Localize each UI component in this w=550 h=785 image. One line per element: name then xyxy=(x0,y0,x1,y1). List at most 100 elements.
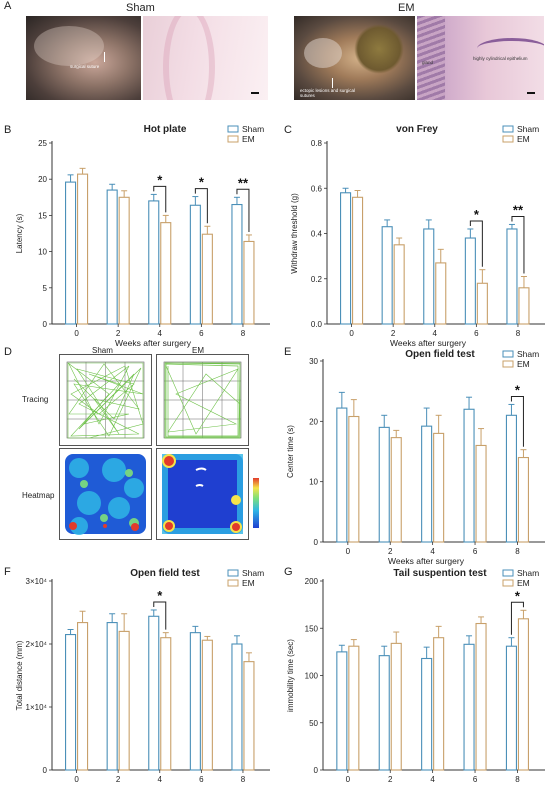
y-tick-label: 1×10⁴ xyxy=(26,703,48,712)
bar-em xyxy=(160,222,172,325)
bar-em xyxy=(390,437,402,543)
significance-marker: * xyxy=(157,588,163,603)
bar-sham xyxy=(106,189,118,325)
bar-sham xyxy=(336,407,348,543)
y-tick-label: 0.6 xyxy=(311,184,323,193)
bar-em xyxy=(118,196,130,325)
y-tick-label: 0.8 xyxy=(311,139,323,148)
x-tick-label: 6 xyxy=(199,329,204,338)
bar-em xyxy=(118,630,130,771)
legend-swatch-sham xyxy=(502,350,514,358)
legend-label-sham: Sham xyxy=(517,568,539,578)
x-tick-label: 0 xyxy=(74,775,79,784)
legend-label-em: EM xyxy=(517,134,530,144)
y-axis-label: Center time (s) xyxy=(286,425,295,478)
tail-suspension-chart: Tail suspention test 0 50 100 150 200 immobili… xyxy=(286,568,545,785)
chart-title: von Frey xyxy=(396,124,438,135)
legend-label-em: EM xyxy=(242,134,255,144)
x-axis-label: Weeks after surgery xyxy=(390,338,467,348)
legend-label-em: EM xyxy=(517,359,530,369)
bar-em xyxy=(77,622,89,771)
bar-sham xyxy=(421,425,433,543)
heatmap-row-label: Heatmap xyxy=(22,491,55,500)
y-axis-label: Total distance (mm) xyxy=(15,640,24,710)
x-tick-label: 2 xyxy=(116,329,121,338)
x-tick-label: 0 xyxy=(346,547,351,556)
y-tick-label: 10 xyxy=(38,248,47,257)
bar-em xyxy=(201,639,213,771)
bar-em xyxy=(201,233,213,325)
x-tick-label: 8 xyxy=(515,547,520,556)
y-tick-label: 0 xyxy=(43,320,48,329)
open-field-tracing-em xyxy=(156,354,249,446)
panel-a-sham-label: Sham xyxy=(126,2,155,14)
sham-histology-image xyxy=(143,16,268,100)
chart-title: Hot plate xyxy=(144,124,187,135)
tracing-row-label: Tracing xyxy=(22,395,49,404)
bar-em xyxy=(77,173,89,325)
legend-label-sham: Sham xyxy=(242,124,264,134)
x-tick-label: 0 xyxy=(349,329,354,338)
bar-sham xyxy=(378,426,390,543)
significance-marker: ** xyxy=(238,175,249,190)
significance-bracket xyxy=(153,185,167,213)
bar-em xyxy=(433,637,445,771)
x-tick-label: 0 xyxy=(74,329,79,338)
bar-sham xyxy=(506,228,518,325)
x-tick-label: 2 xyxy=(391,329,396,338)
x-tick-label: 8 xyxy=(515,775,520,784)
y-tick-label: 2×10⁴ xyxy=(26,640,48,649)
bar-sham xyxy=(65,181,77,325)
bar-em xyxy=(243,240,255,325)
y-tick-label: 30 xyxy=(309,357,318,366)
bar-em xyxy=(475,444,487,543)
bar-em xyxy=(160,637,172,771)
bar-sham xyxy=(231,203,243,325)
y-tick-label: 0.4 xyxy=(311,230,323,239)
x-tick-label: 2 xyxy=(116,775,121,784)
legend-label-sham: Sham xyxy=(517,124,539,134)
y-tick-label: 100 xyxy=(305,672,319,681)
sham-surgery-photo: surgical suture xyxy=(26,16,141,100)
y-tick-label: 3×10⁴ xyxy=(26,577,48,586)
bar-em xyxy=(475,622,487,771)
legend-label-em: EM xyxy=(517,578,530,588)
significance-bracket xyxy=(510,395,524,447)
bar-sham xyxy=(463,643,475,771)
significance-bracket xyxy=(194,188,208,224)
bar-em xyxy=(393,244,405,325)
y-axis-label: Latency (s) xyxy=(15,213,24,253)
legend-swatch-em xyxy=(502,360,514,368)
x-tick-label: 8 xyxy=(241,329,246,338)
significance-marker: * xyxy=(157,172,163,187)
bar-sham xyxy=(505,414,517,543)
legend-label-em: EM xyxy=(242,578,255,588)
annotation-epithelium: highly cylindrical epithelium xyxy=(473,56,528,61)
significance-marker: * xyxy=(199,175,205,190)
bar-sham xyxy=(423,228,435,325)
y-axis-label: Withdraw threshold (g) xyxy=(290,193,299,274)
significance-marker: * xyxy=(515,382,521,397)
significance-marker: * xyxy=(515,588,521,603)
x-tick-label: 4 xyxy=(158,329,163,338)
bar-em xyxy=(352,196,364,325)
legend-swatch-sham xyxy=(502,125,514,133)
bar-sham xyxy=(231,643,243,771)
legend-label-sham: Sham xyxy=(242,568,264,578)
open-field-tracing-sham xyxy=(59,354,152,446)
y-tick-label: 0 xyxy=(43,766,48,775)
panel-letter-a: A xyxy=(4,0,12,12)
bar-sham xyxy=(148,200,160,325)
y-tick-label: 15 xyxy=(38,211,47,220)
annotation-gland: gland xyxy=(422,60,434,65)
y-tick-label: 0.0 xyxy=(311,320,323,329)
x-tick-label: 4 xyxy=(430,775,435,784)
annotation-surgical-suture: surgical suture xyxy=(70,64,100,69)
panel-letter-f: F xyxy=(4,566,11,578)
significance-marker: * xyxy=(474,207,480,222)
x-axis-label: Weeks after surgery xyxy=(115,338,192,348)
bar-sham xyxy=(505,645,517,771)
y-tick-label: 0 xyxy=(314,766,319,775)
x-tick-label: 2 xyxy=(388,775,393,784)
